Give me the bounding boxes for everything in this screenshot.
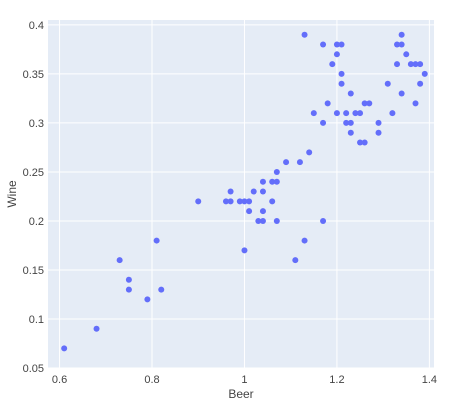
y-tick-label: 0.15	[23, 265, 44, 277]
y-tick-label: 0.3	[29, 118, 44, 130]
data-point[interactable]	[227, 188, 234, 195]
data-point[interactable]	[389, 110, 396, 117]
data-point[interactable]	[269, 198, 276, 205]
data-point[interactable]	[301, 237, 308, 244]
data-point[interactable]	[412, 100, 419, 107]
data-points	[61, 31, 428, 352]
y-tick-label: 0.2	[29, 216, 44, 228]
data-point[interactable]	[259, 188, 266, 195]
data-point[interactable]	[259, 217, 266, 224]
grid-lines	[48, 20, 434, 369]
data-point[interactable]	[333, 51, 340, 58]
data-point[interactable]	[273, 168, 280, 175]
data-point[interactable]	[246, 198, 253, 205]
data-point[interactable]	[347, 90, 354, 97]
y-tick-label: 0.25	[23, 167, 44, 179]
data-point[interactable]	[259, 208, 266, 215]
data-point[interactable]	[273, 217, 280, 224]
data-point[interactable]	[338, 80, 345, 87]
y-tick-labels: 0.05 0.1 0.15 0.2 0.25 0.3 0.35 0.4	[23, 20, 44, 375]
data-point[interactable]	[403, 51, 410, 58]
data-point[interactable]	[352, 110, 359, 117]
data-point[interactable]	[320, 119, 327, 126]
data-point[interactable]	[357, 110, 364, 117]
x-tick-label: 1.4	[422, 374, 437, 386]
data-point[interactable]	[333, 41, 340, 48]
data-point[interactable]	[347, 119, 354, 126]
data-point[interactable]	[343, 119, 350, 126]
data-point[interactable]	[417, 80, 424, 87]
data-point[interactable]	[153, 237, 160, 244]
data-point[interactable]	[292, 257, 299, 264]
x-tick-label: 1	[241, 374, 247, 386]
data-point[interactable]	[241, 247, 248, 254]
data-point[interactable]	[375, 129, 382, 136]
data-point[interactable]	[227, 198, 234, 205]
data-point[interactable]	[255, 217, 262, 224]
data-point[interactable]	[329, 61, 336, 68]
data-point[interactable]	[296, 159, 303, 166]
y-tick-label: 0.35	[23, 69, 44, 81]
data-point[interactable]	[361, 139, 368, 146]
data-point[interactable]	[361, 100, 368, 107]
data-point[interactable]	[125, 286, 132, 293]
data-point[interactable]	[398, 41, 405, 48]
data-point[interactable]	[222, 198, 229, 205]
data-point[interactable]	[347, 129, 354, 136]
plot-background	[48, 20, 434, 368]
data-point[interactable]	[394, 41, 401, 48]
data-point[interactable]	[246, 208, 253, 215]
data-point[interactable]	[301, 31, 308, 38]
data-point[interactable]	[306, 149, 313, 156]
data-point[interactable]	[93, 325, 100, 332]
data-point[interactable]	[343, 110, 350, 117]
data-point[interactable]	[338, 70, 345, 77]
data-point[interactable]	[283, 159, 290, 166]
x-axis-title: Beer	[228, 387, 253, 401]
data-point[interactable]	[158, 286, 165, 293]
data-point[interactable]	[236, 198, 243, 205]
data-point[interactable]	[398, 90, 405, 97]
data-point[interactable]	[320, 41, 327, 48]
data-point[interactable]	[375, 119, 382, 126]
data-point[interactable]	[269, 178, 276, 185]
data-point[interactable]	[412, 61, 419, 68]
data-point[interactable]	[394, 61, 401, 68]
data-point[interactable]	[259, 178, 266, 185]
data-point[interactable]	[324, 100, 331, 107]
y-tick-label: 0.1	[29, 314, 44, 326]
data-point[interactable]	[116, 257, 123, 264]
data-point[interactable]	[125, 276, 132, 283]
data-point[interactable]	[333, 110, 340, 117]
data-point[interactable]	[398, 31, 405, 38]
x-tick-labels: 0.6 0.8 1 1.2 1.4	[52, 374, 437, 386]
x-tick-label: 1.2	[329, 374, 344, 386]
data-point[interactable]	[384, 80, 391, 87]
data-point[interactable]	[338, 41, 345, 48]
x-tick-label: 0.6	[52, 374, 67, 386]
data-point[interactable]	[366, 100, 373, 107]
x-tick-label: 0.8	[144, 374, 159, 386]
data-point[interactable]	[310, 110, 317, 117]
data-point[interactable]	[195, 198, 202, 205]
y-axis-title: Wine	[5, 180, 19, 208]
data-point[interactable]	[407, 61, 414, 68]
data-point[interactable]	[61, 345, 68, 352]
y-tick-label: 0.4	[29, 20, 44, 32]
data-point[interactable]	[144, 296, 151, 303]
data-point[interactable]	[421, 70, 428, 77]
data-point[interactable]	[250, 188, 257, 195]
data-point[interactable]	[357, 139, 364, 146]
data-point[interactable]	[273, 178, 280, 185]
data-point[interactable]	[241, 198, 248, 205]
data-point[interactable]	[417, 61, 424, 68]
y-tick-label: 0.05	[23, 363, 44, 375]
data-point[interactable]	[320, 217, 327, 224]
